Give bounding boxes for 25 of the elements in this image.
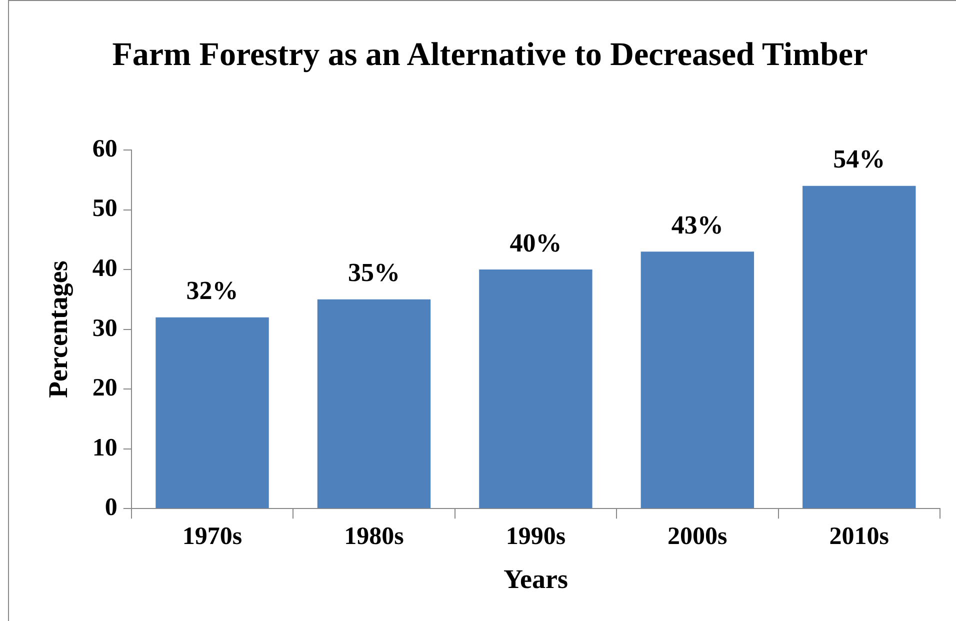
y-axis-title: Percentages (43, 260, 74, 398)
y-tick-label: 30 (92, 314, 118, 342)
y-tick-label: 20 (92, 374, 118, 402)
bar (317, 299, 431, 508)
x-tick-label: 1980s (344, 523, 404, 550)
x-axis-title: Years (503, 564, 568, 594)
y-tick-label: 50 (92, 195, 118, 222)
bar (802, 186, 916, 508)
data-label: 35% (348, 258, 400, 288)
x-tick-label: 2010s (829, 523, 890, 550)
bar (156, 317, 269, 508)
x-tick-label: 2000s (668, 523, 728, 550)
data-label: 43% (671, 210, 724, 240)
x-tick-label: 1970s (182, 523, 242, 550)
bar (479, 270, 592, 508)
data-label: 40% (510, 228, 562, 258)
y-tick-label: 10 (92, 434, 118, 462)
data-label: 54% (833, 144, 886, 174)
x-tick-label: 1990s (506, 523, 566, 550)
data-label: 32% (186, 276, 238, 306)
y-tick-label: 40 (92, 254, 118, 282)
y-tick-label: 0 (104, 494, 118, 522)
y-tick-label: 60 (92, 135, 118, 162)
bar (640, 252, 754, 508)
chart-title: Farm Forestry as an Alternative to Decreased Timber (111, 36, 869, 75)
